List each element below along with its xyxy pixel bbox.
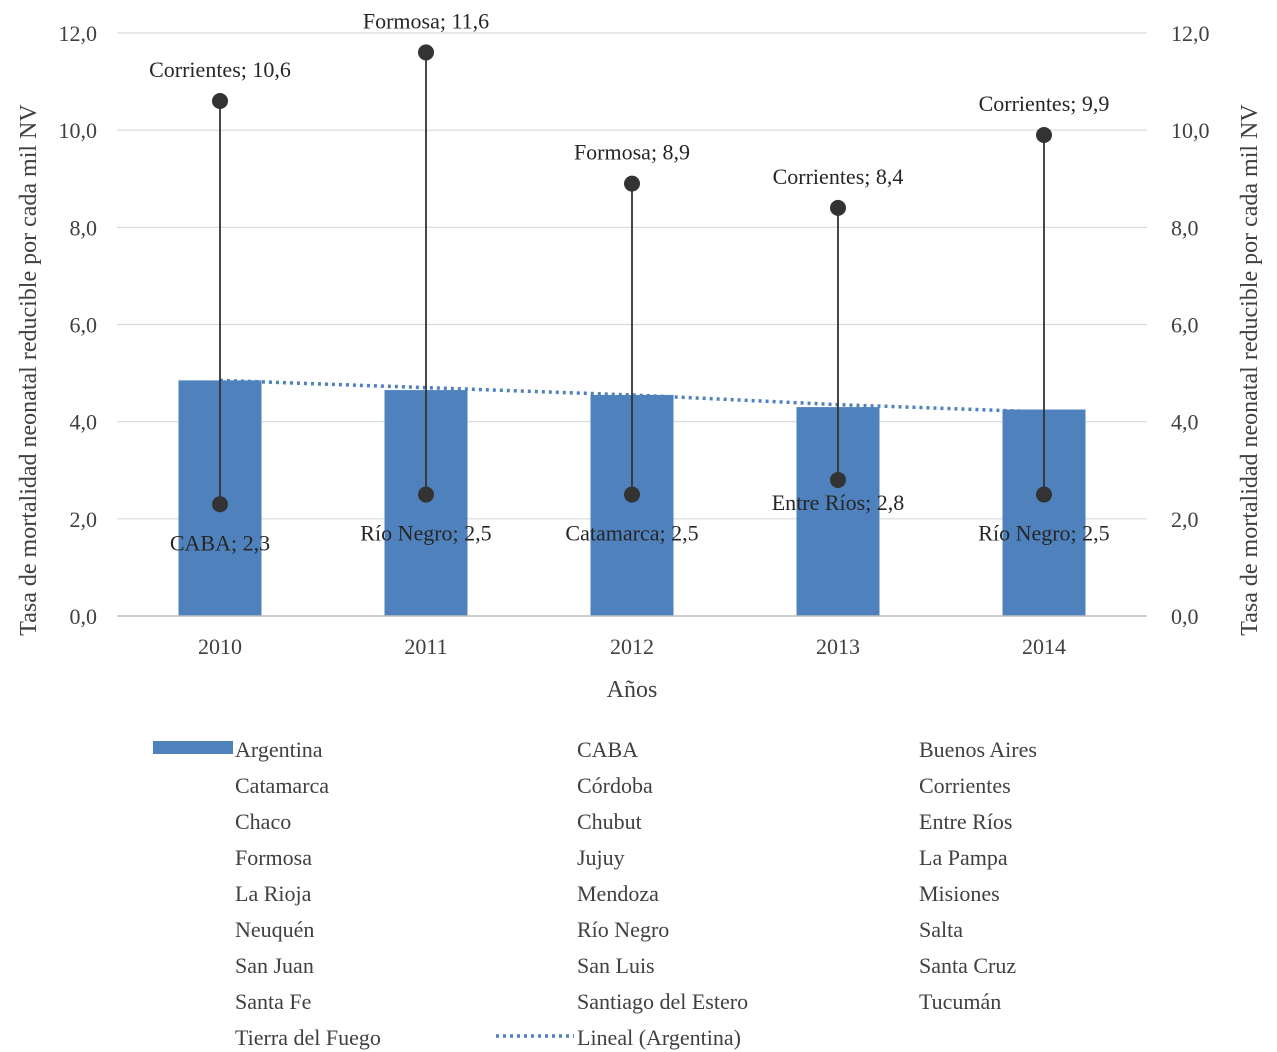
min-data-label: Catamarca; 2,5 <box>565 521 698 546</box>
max-marker <box>624 175 640 192</box>
y-axis-title-right: Tasa de mortalidad neonatal reducible po… <box>1237 104 1263 636</box>
legend-label: La Pampa <box>919 845 1008 870</box>
legend-label: Tucumán <box>919 989 1001 1014</box>
legend-label: Entre Ríos <box>919 809 1013 834</box>
x-tick-label: 2011 <box>404 634 447 659</box>
y-tick-label-left: 6,0 <box>70 313 98 338</box>
legend-label: Córdoba <box>577 773 653 798</box>
min-marker <box>212 496 228 513</box>
min-data-label: Entre Ríos; 2,8 <box>772 490 905 515</box>
x-tick-label: 2014 <box>1022 634 1066 659</box>
x-axis-title: Años <box>607 677 658 703</box>
legend-label: Formosa <box>235 845 312 870</box>
legend-label: Mendoza <box>577 881 659 906</box>
max-data-label: Corrientes; 10,6 <box>149 57 291 82</box>
max-marker <box>830 199 846 216</box>
y-tick-label-right: 0,0 <box>1171 604 1199 629</box>
trendline <box>219 378 1045 414</box>
y-tick-label-left: 12,0 <box>59 21 98 46</box>
legend-label: Neuquén <box>235 917 314 942</box>
legend-label: La Rioja <box>235 881 312 906</box>
legend-label: Misiones <box>919 881 1000 906</box>
min-data-label: Río Negro; 2,5 <box>360 521 491 546</box>
y-axis-title-left: Tasa de mortalidad neonatal reducible po… <box>16 104 42 636</box>
min-marker <box>1036 486 1052 503</box>
min-marker <box>830 471 846 488</box>
max-data-label: Corrientes; 9,9 <box>979 91 1110 116</box>
legend-label: Argentina <box>235 737 323 762</box>
y-tick-label-right: 12,0 <box>1171 21 1210 46</box>
legend-label: San Juan <box>235 953 314 978</box>
min-marker <box>418 486 434 503</box>
max-data-label: Corrientes; 8,4 <box>773 164 904 189</box>
legend-label: Santiago del Estero <box>577 989 748 1014</box>
legend-label: Chubut <box>577 809 642 834</box>
legend-label: Jujuy <box>577 845 625 870</box>
legend-label: Chaco <box>235 809 291 834</box>
y-tick-label-right: 6,0 <box>1171 313 1199 338</box>
y-tick-label-left: 10,0 <box>59 118 98 143</box>
y-tick-label-right: 8,0 <box>1171 215 1199 240</box>
legend-label: Santa Cruz <box>919 953 1016 978</box>
x-tick-label: 2010 <box>198 634 242 659</box>
legend-label: Santa Fe <box>235 989 311 1014</box>
y-tick-label-left: 4,0 <box>70 410 98 435</box>
max-marker <box>1036 127 1052 144</box>
legend-label: Río Negro <box>577 917 669 942</box>
legend-swatch-bar <box>153 741 233 754</box>
y-tick-label-left: 2,0 <box>70 507 98 532</box>
max-marker <box>418 44 434 61</box>
legend-label: Lineal (Argentina) <box>577 1025 741 1050</box>
x-tick-label: 2012 <box>610 634 654 659</box>
min-marker <box>624 486 640 503</box>
max-data-label: Formosa; 11,6 <box>363 8 489 33</box>
max-marker <box>212 93 228 110</box>
max-data-label: Formosa; 8,9 <box>574 140 690 165</box>
min-data-label: Río Negro; 2,5 <box>978 521 1109 546</box>
y-tick-label-right: 2,0 <box>1171 507 1199 532</box>
legend-label: Buenos Aires <box>919 737 1037 762</box>
y-tick-label-right: 4,0 <box>1171 410 1199 435</box>
min-data-label: CABA; 2,3 <box>170 530 270 555</box>
legend-label: San Luis <box>577 953 655 978</box>
legend-label: Catamarca <box>235 773 329 798</box>
legend-label: Salta <box>919 917 963 942</box>
legend-label: Tierra del Fuego <box>235 1025 381 1050</box>
x-tick-label: 2013 <box>816 634 860 659</box>
legend-label: Corrientes <box>919 773 1011 798</box>
y-tick-label-left: 8,0 <box>70 215 98 240</box>
y-tick-label-left: 0,0 <box>70 604 98 629</box>
y-tick-label-right: 10,0 <box>1171 118 1210 143</box>
legend-label: CABA <box>577 737 638 762</box>
